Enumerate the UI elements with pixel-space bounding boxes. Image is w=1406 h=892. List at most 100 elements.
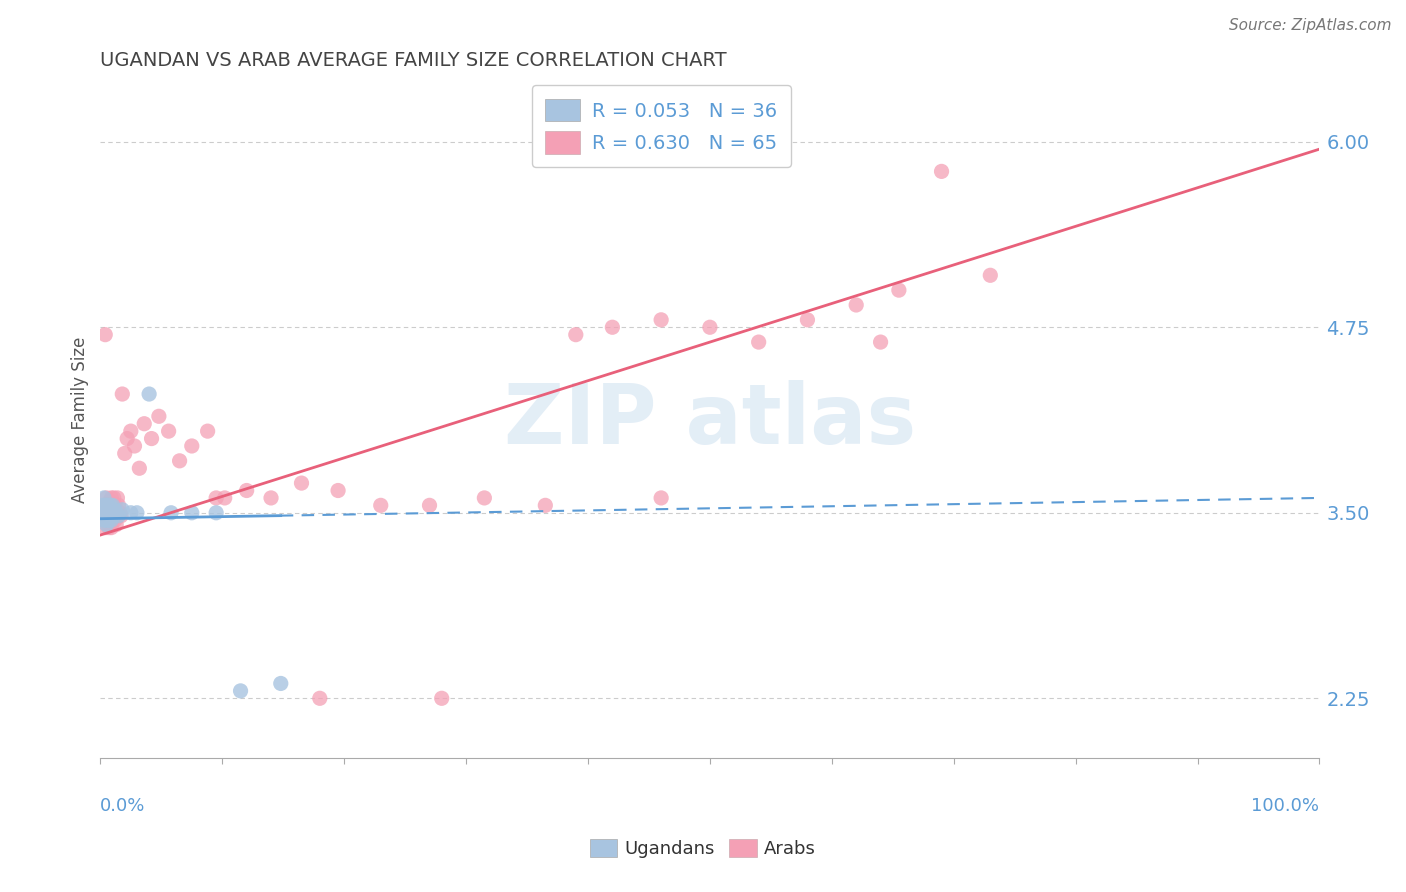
Point xyxy=(98,494,121,508)
Point xyxy=(91,506,114,520)
Point xyxy=(98,513,121,527)
Point xyxy=(107,491,129,505)
Point xyxy=(105,506,128,520)
Point xyxy=(290,476,312,491)
Point xyxy=(111,387,134,401)
Point xyxy=(107,499,129,513)
Point xyxy=(93,513,115,527)
Point xyxy=(650,491,672,505)
Point xyxy=(97,513,120,527)
Point xyxy=(103,491,125,505)
Point xyxy=(98,503,121,517)
Point xyxy=(93,503,115,517)
Point xyxy=(141,432,163,446)
Point xyxy=(748,335,770,350)
Point xyxy=(93,491,115,505)
Point xyxy=(97,506,120,520)
Point xyxy=(101,513,124,527)
Point xyxy=(270,676,292,690)
Point xyxy=(534,499,557,513)
Point xyxy=(97,503,120,517)
Point xyxy=(97,503,120,517)
Point xyxy=(94,508,117,523)
Point xyxy=(100,513,122,527)
Point xyxy=(180,506,202,520)
Point xyxy=(565,327,588,342)
Point xyxy=(169,454,191,468)
Point xyxy=(105,506,128,520)
Legend: Ugandans, Arabs: Ugandans, Arabs xyxy=(583,831,823,865)
Point xyxy=(602,320,624,334)
Point xyxy=(160,506,183,520)
Point xyxy=(96,499,118,513)
Point xyxy=(104,503,127,517)
Point xyxy=(326,483,349,498)
Point xyxy=(197,424,219,438)
Point xyxy=(98,499,121,513)
Point xyxy=(115,432,138,446)
Point xyxy=(418,499,440,513)
Point xyxy=(869,335,891,350)
Point xyxy=(94,499,117,513)
Point xyxy=(105,517,128,532)
Point xyxy=(101,499,124,513)
Point xyxy=(100,520,122,534)
Point xyxy=(104,499,127,513)
Point xyxy=(370,499,392,513)
Point xyxy=(134,417,156,431)
Point xyxy=(180,439,202,453)
Y-axis label: Average Family Size: Average Family Size xyxy=(72,337,89,503)
Point xyxy=(96,491,118,505)
Point xyxy=(96,513,118,527)
Point xyxy=(98,508,121,523)
Point xyxy=(100,503,122,517)
Point xyxy=(205,506,228,520)
Point xyxy=(103,508,125,523)
Point xyxy=(96,517,118,532)
Point xyxy=(796,313,818,327)
Legend: R = 0.053   N = 36, R = 0.630   N = 65: R = 0.053 N = 36, R = 0.630 N = 65 xyxy=(531,86,790,167)
Point xyxy=(205,491,228,505)
Point xyxy=(120,424,142,438)
Point xyxy=(148,409,170,424)
Point xyxy=(214,491,236,505)
Point xyxy=(157,424,180,438)
Point xyxy=(97,513,120,527)
Text: 100.0%: 100.0% xyxy=(1251,797,1319,814)
Text: Source: ZipAtlas.com: Source: ZipAtlas.com xyxy=(1229,18,1392,33)
Point xyxy=(260,491,283,505)
Point xyxy=(96,499,118,513)
Point xyxy=(845,298,868,312)
Point xyxy=(124,439,146,453)
Point xyxy=(103,506,125,520)
Point xyxy=(97,506,120,520)
Point xyxy=(138,387,160,401)
Point xyxy=(128,461,150,475)
Point xyxy=(97,508,120,523)
Point xyxy=(94,327,117,342)
Point xyxy=(110,508,132,523)
Point xyxy=(93,513,115,527)
Point xyxy=(474,491,496,505)
Point xyxy=(96,506,118,520)
Text: UGANDAN VS ARAB AVERAGE FAMILY SIZE CORRELATION CHART: UGANDAN VS ARAB AVERAGE FAMILY SIZE CORR… xyxy=(100,51,727,70)
Point xyxy=(107,508,129,523)
Point xyxy=(104,513,127,527)
Text: ZIP atlas: ZIP atlas xyxy=(503,379,917,460)
Point xyxy=(229,684,252,698)
Point xyxy=(125,506,148,520)
Text: 0.0%: 0.0% xyxy=(100,797,146,814)
Point xyxy=(931,164,953,178)
Point xyxy=(108,506,131,520)
Point xyxy=(235,483,257,498)
Point xyxy=(97,499,120,513)
Point xyxy=(91,506,114,520)
Point xyxy=(979,268,1001,283)
Point xyxy=(650,313,672,327)
Point xyxy=(101,506,124,520)
Point xyxy=(699,320,721,334)
Point xyxy=(308,691,330,706)
Point xyxy=(120,506,142,520)
Point xyxy=(97,520,120,534)
Point xyxy=(97,508,120,523)
